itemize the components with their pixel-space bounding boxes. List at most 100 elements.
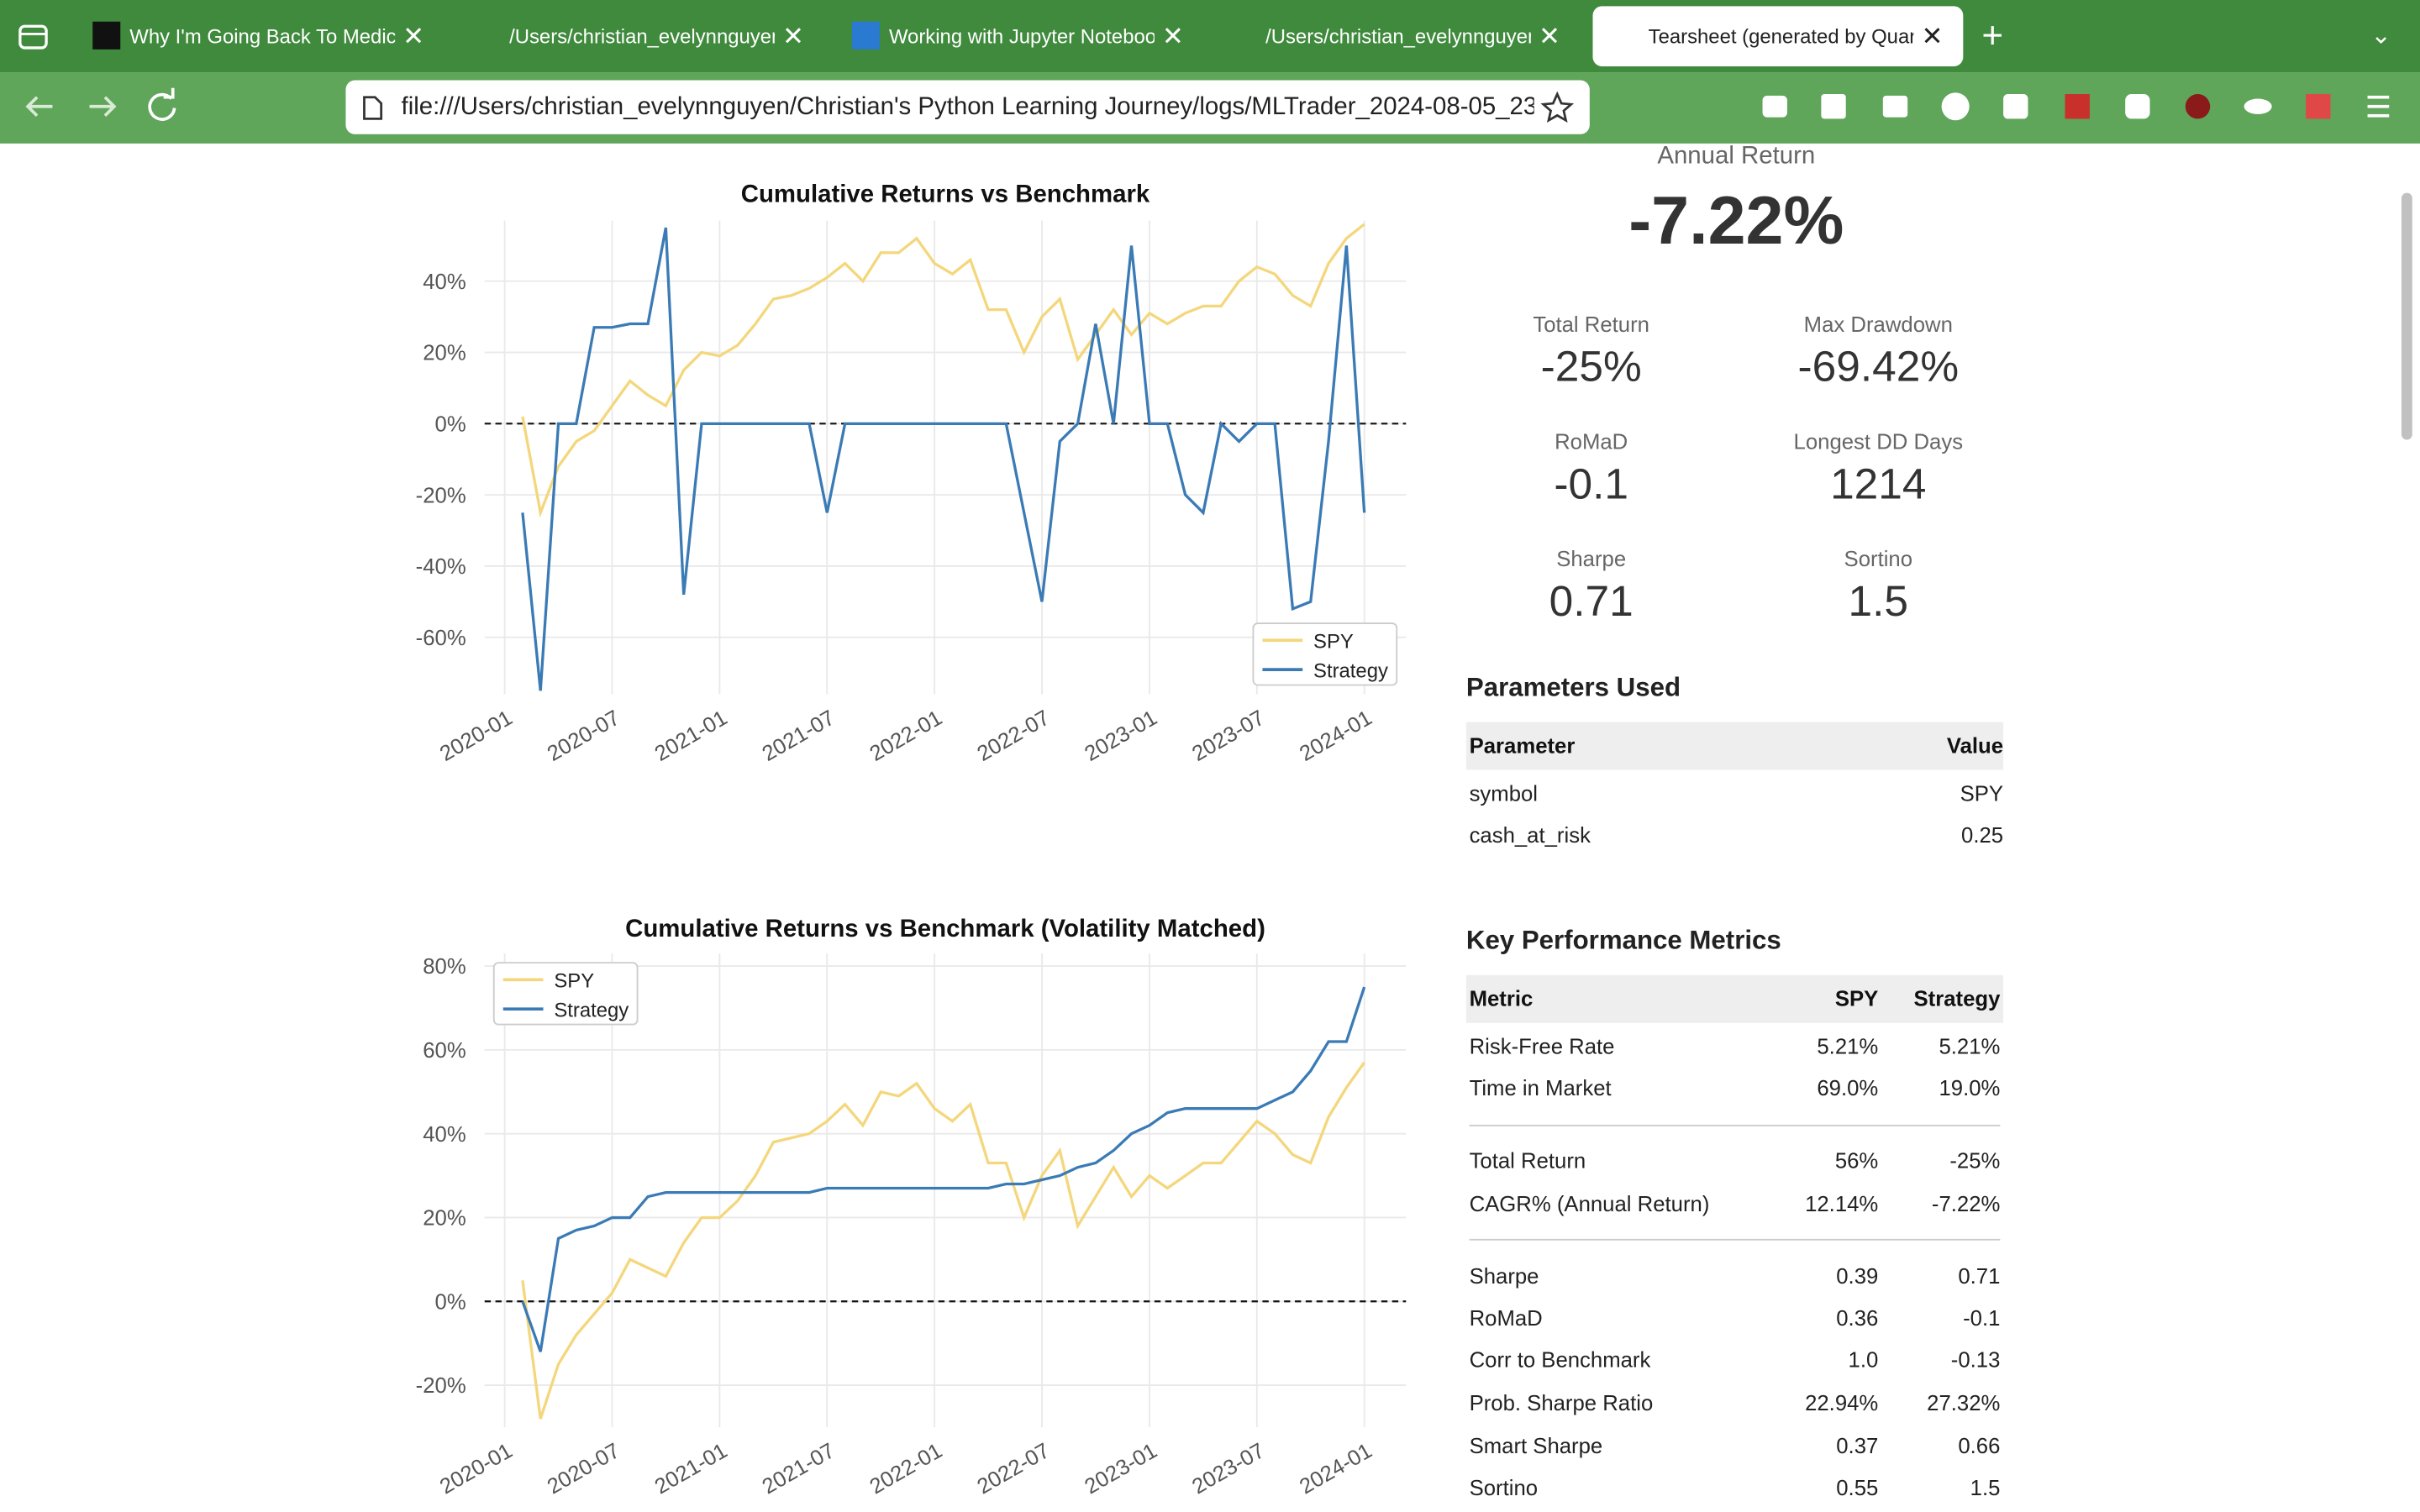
x-tick-label: 2021-01 (651, 706, 732, 766)
metric-value: 1.5 (1848, 576, 1909, 625)
metric-label: Longest DD Days (1793, 428, 1964, 454)
x-tick-label: 2021-07 (759, 706, 839, 766)
table-cell: 5.21% (1939, 1033, 2001, 1058)
tab-close[interactable]: ✕ (402, 21, 425, 51)
tab-title: Why I'm Going Back To Medical (129, 24, 396, 48)
table-header: Metric (1469, 985, 1534, 1011)
y-tick-label: 40% (423, 1123, 466, 1147)
legend-label: SPY (1313, 630, 1354, 653)
table-cell: 56% (1834, 1147, 1879, 1173)
tab-bar: Why I'm Going Back To Medical✕/Users/chr… (0, 0, 2420, 73)
tab-close[interactable]: ✕ (781, 21, 805, 51)
metric-value: -69.42% (1797, 342, 1960, 391)
tab-icon (1228, 22, 1256, 50)
table-cell: Sortino (1469, 1474, 1539, 1500)
x-tick-label: 2022-07 (973, 706, 1054, 766)
table-header: Strategy (1913, 985, 2001, 1011)
url-text: file:///Users/christian_evelynnguyen/Chr… (401, 94, 1534, 121)
x-tick-label: 2021-01 (651, 1439, 732, 1499)
table-cell: Risk-Free Rate (1469, 1033, 1615, 1058)
table-cell: 0.37 (1836, 1433, 1879, 1458)
table-cell: cash_at_risk (1469, 822, 1591, 848)
tab-close[interactable]: ✕ (1921, 21, 1944, 51)
new-tab[interactable]: + (1981, 15, 2004, 57)
y-tick-label: 80% (423, 955, 466, 979)
chart-title: Cumulative Returns vs Benchmark (Volatil… (625, 915, 1265, 942)
y-tick-label: 40% (423, 270, 466, 294)
scrollbar (2396, 144, 2420, 1512)
y-tick-label: 0% (435, 1290, 466, 1314)
x-tick-label: 2020-07 (544, 706, 624, 766)
table-cell: -7.22% (1931, 1190, 2001, 1216)
metric-label: Sortino (1844, 546, 1913, 571)
table-cell: Prob. Sharpe Ratio (1469, 1389, 1654, 1415)
summary-label: Annual Return (1657, 143, 1816, 171)
group-separator (1469, 1238, 2001, 1241)
table-cell: Smart Sharpe (1469, 1433, 1603, 1458)
tab[interactable]: Tearsheet (generated by QuantS ✕ (1592, 6, 1964, 66)
table-cell: SPY (1960, 780, 2004, 806)
tab-title: /Users/christian_evelynnguyen/Chri (509, 24, 775, 48)
series-line (521, 227, 1366, 691)
table-header: Value (1946, 732, 2004, 758)
bookmark-star[interactable] (1540, 91, 1575, 124)
table-header-bg (1465, 722, 2004, 770)
y-tick-label: -60% (416, 627, 466, 650)
x-tick-label: 2024-01 (1296, 1439, 1376, 1499)
side-panel: Annual Return -7.22% Total Return -25% Max D… (1451, 144, 2023, 1512)
metric-value: 1214 (1830, 459, 1927, 508)
table-cell: 27.32% (1927, 1389, 2001, 1415)
x-tick-label: 2023-07 (1188, 1439, 1269, 1499)
y-tick-label: 20% (423, 1207, 466, 1231)
table-header-bg (1465, 974, 2004, 1023)
metric-value: 0.71 (1549, 576, 1634, 625)
x-tick-label: 2023-07 (1188, 706, 1269, 766)
table-cell: 0.71 (1958, 1263, 2001, 1289)
table-header: Parameter (1469, 732, 1576, 758)
tab-title: Working with Jupyter Notebook (888, 24, 1155, 48)
table-cell: 0.55 (1836, 1474, 1879, 1500)
section-title: Parameters Used (1465, 672, 1681, 702)
page-icon (363, 96, 383, 120)
x-tick-label: 2020-01 (436, 706, 517, 766)
table-cell: -25% (1949, 1147, 2001, 1173)
x-tick-label: 2022-01 (865, 706, 946, 766)
x-tick-label: 2021-07 (759, 1439, 839, 1499)
tab-icon (1611, 21, 1639, 50)
table-cell: -0.1 (1963, 1305, 2001, 1331)
metric-value: -25% (1540, 342, 1642, 391)
table-cell: 0.66 (1958, 1433, 2001, 1458)
series-line (521, 1061, 1366, 1420)
table-cell: Total Return (1469, 1147, 1586, 1173)
table-cell: 1.0 (1848, 1347, 1879, 1372)
x-tick-label: 2023-01 (1081, 1439, 1161, 1499)
toolbar-icons (25, 87, 2390, 121)
tab-close[interactable]: ✕ (1538, 21, 1561, 51)
y-tick-label: 60% (423, 1039, 466, 1063)
tab[interactable]: Why I'm Going Back To Medical✕ (74, 6, 447, 66)
group-separator (1469, 1124, 2001, 1126)
metric-label: Total Return (1533, 312, 1649, 337)
x-tick-label: 2023-01 (1081, 706, 1161, 766)
metric-label: Sharpe (1556, 546, 1627, 571)
table-cell: CAGR% (Annual Return) (1469, 1190, 1710, 1216)
tab[interactable]: /Users/christian_evelynnguyen/Chri✕ (1210, 6, 1581, 66)
tab-overview-icon[interactable] (15, 18, 52, 55)
x-tick-label: 2022-01 (865, 1439, 946, 1499)
section-title: Key Performance Metrics (1465, 926, 1781, 955)
address-bar[interactable]: file:///Users/christian_evelynnguyen/Chr… (345, 80, 1590, 134)
series-line (521, 986, 1366, 1352)
tab[interactable]: Working with Jupyter Notebook✕ (834, 6, 1197, 66)
table-cell: RoMaD (1469, 1305, 1543, 1331)
tab-icon (851, 21, 880, 50)
table-cell: Corr to Benchmark (1469, 1347, 1651, 1372)
metric-label: RoMaD (1555, 428, 1628, 454)
series-line (521, 223, 1365, 518)
table-cell: 22.94% (1805, 1389, 1879, 1415)
tab-icon (472, 22, 500, 50)
summary-value: -7.22% (1628, 183, 1844, 260)
charts: Cumulative Returns vs Benchmark -60% -40% -… (416, 181, 1407, 1499)
tab-close[interactable]: ✕ (1161, 21, 1185, 51)
chart-title: Cumulative Returns vs Benchmark (741, 181, 1150, 208)
tab[interactable]: /Users/christian_evelynnguyen/Chri✕ (454, 6, 821, 66)
